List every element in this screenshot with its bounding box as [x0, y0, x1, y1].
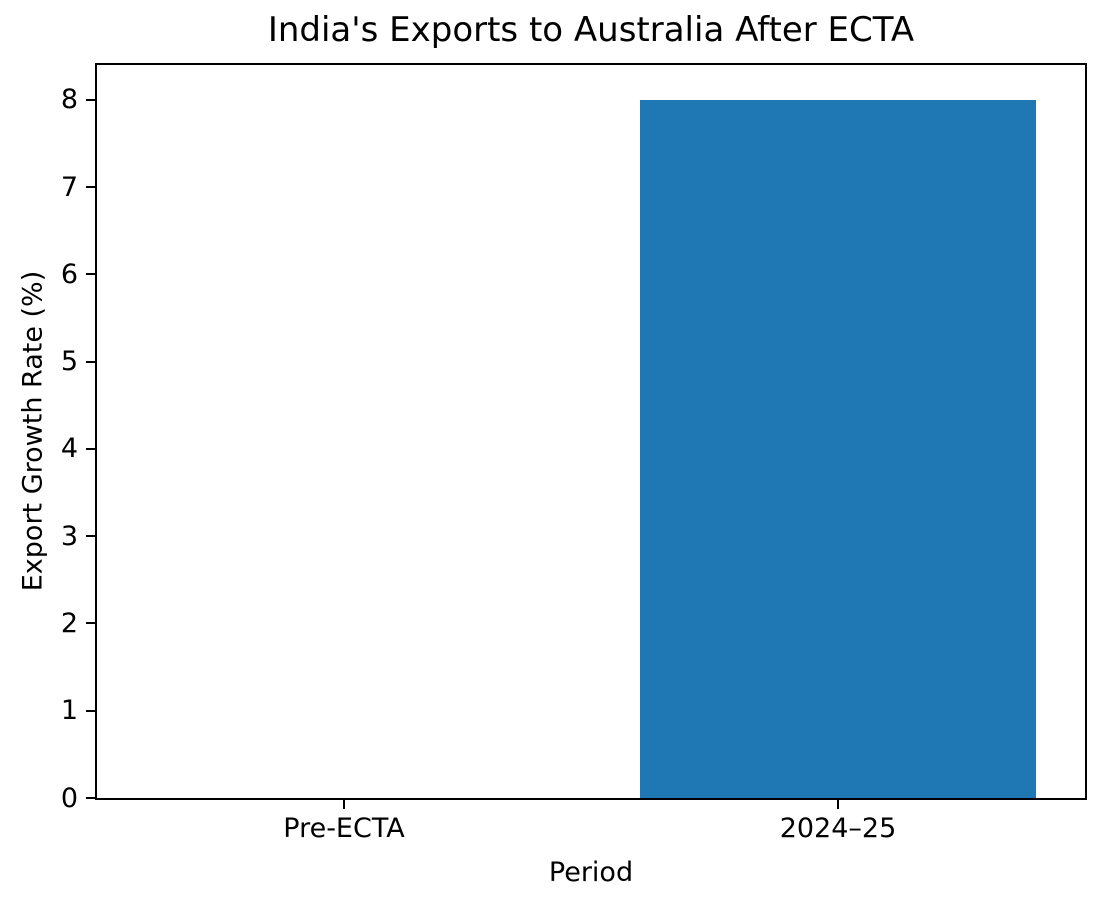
y-tick-label: 2: [60, 607, 78, 639]
y-tick-label: 7: [60, 171, 78, 203]
chart-title: India's Exports to Australia After ECTA: [267, 10, 915, 50]
y-tick-label: 5: [60, 346, 78, 378]
y-tick-mark: [86, 360, 95, 363]
y-tick-label: 8: [60, 84, 78, 116]
y-tick-label: 6: [60, 258, 78, 290]
y-tick-label: 4: [60, 433, 78, 465]
y-tick-mark: [86, 535, 95, 538]
y-tick-mark: [86, 273, 95, 276]
y-tick-label: 0: [60, 782, 78, 814]
x-tick-mark: [837, 798, 839, 809]
y-tick-mark: [86, 447, 95, 450]
y-tick-label: 3: [60, 520, 78, 552]
plot-area: 0 1 2 3 4 5 6 7 8 Pre-ECTA 2024–25: [61, 63, 1087, 844]
x-tick-label: Pre-ECTA: [283, 813, 405, 844]
x-tick-label: 2024–25: [779, 813, 897, 844]
y-tick-mark: [86, 98, 95, 101]
x-tick-mark: [343, 798, 345, 809]
x-axis-label: Period: [548, 857, 634, 888]
y-tick-label: 1: [60, 695, 78, 727]
y-tick-mark: [86, 186, 95, 189]
y-tick-mark: [86, 797, 95, 799]
y-tick-mark: [86, 709, 95, 712]
y-tick-mark: [86, 622, 95, 625]
bar-2024-25: [640, 99, 1036, 798]
